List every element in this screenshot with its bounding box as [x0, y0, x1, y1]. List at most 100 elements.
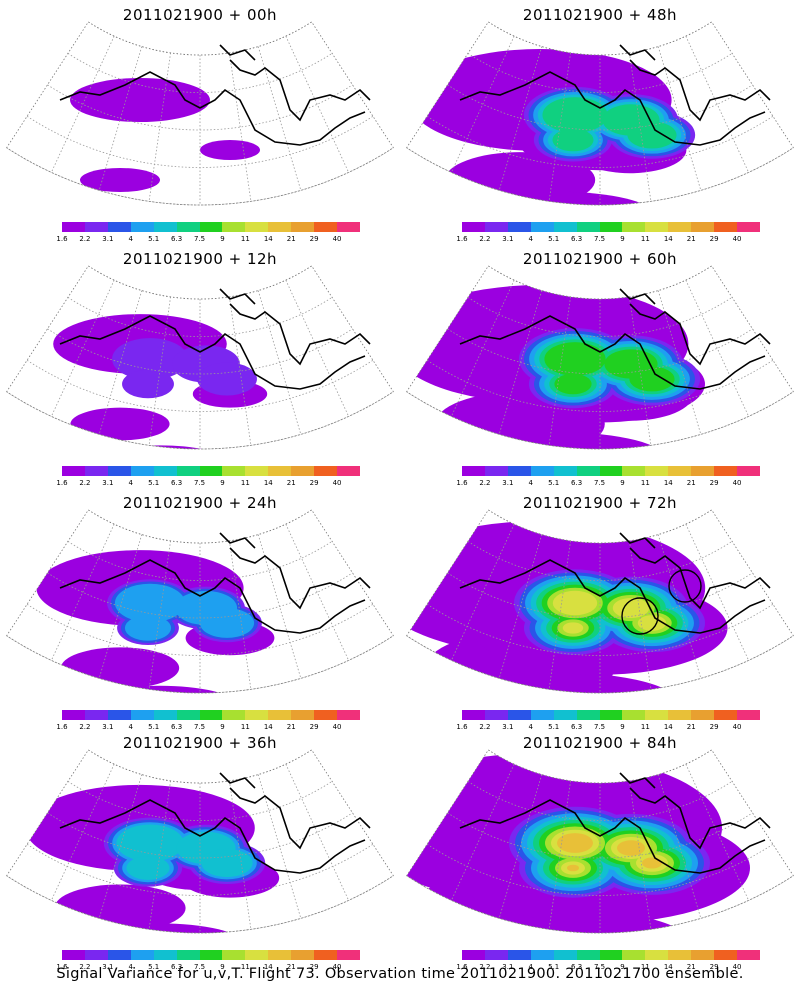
colorbar-tick-label: 7.5 — [193, 723, 206, 731]
colorbar-swatch — [737, 710, 760, 720]
variance-map — [6, 21, 394, 206]
colorbar-labels: 1.6 2.2 3.1 4 5.1 6.3 7.5 9 11 14 21 29 40 — [456, 963, 760, 973]
colorbar-tick-label: 29 — [709, 963, 719, 971]
variance-region — [112, 338, 188, 380]
colorbar-swatch — [314, 466, 338, 476]
map-panel: 2011021900 + 84h 1.6 2.2 3.1 4 5.1 6.3 7.5 9 11 14… — [400, 728, 800, 973]
colorbar-tick-label: 21 — [286, 235, 296, 243]
variance-region — [567, 864, 579, 872]
colorbar-tick-label: 21 — [686, 963, 696, 971]
variance-region — [554, 373, 592, 395]
colorbar-swatch — [291, 950, 315, 960]
colorbar-tick-label: 5.1 — [548, 963, 560, 971]
colorbar-tick-label: 40 — [732, 479, 742, 487]
colorbar-swatch — [314, 222, 338, 232]
coastline — [459, 288, 771, 390]
map-panel: 2011021900 + 48h 1.6 2.2 3.1 4 5.1 6.3 7.5 9 11 14… — [400, 0, 800, 245]
colorbar-tick-label: 7.5 — [593, 723, 606, 731]
colorbar-swatch — [291, 466, 315, 476]
colorbar-swatch — [62, 710, 85, 720]
colorbar — [462, 466, 760, 476]
colorbar-tick-label: 3.1 — [102, 235, 114, 243]
colorbar-swatch — [714, 222, 738, 232]
colorbar-swatch — [691, 222, 715, 232]
colorbar-tick-label: 9 — [220, 963, 225, 971]
variance-region — [126, 856, 170, 880]
colorbar-swatch — [130, 950, 154, 960]
variance-map — [6, 265, 394, 450]
colorbar-tick-label: 7.5 — [593, 235, 606, 243]
colorbar-swatch — [130, 222, 154, 232]
colorbar-tick-label: 5.1 — [548, 479, 560, 487]
colorbar-tick-label: 4 — [128, 963, 133, 971]
colorbar-swatch — [245, 222, 269, 232]
colorbar-tick-label: 7.5 — [193, 235, 206, 243]
variance-map — [406, 265, 794, 450]
coastline — [59, 772, 371, 874]
colorbar-swatch — [107, 950, 131, 960]
colorbar-swatch — [268, 710, 292, 720]
coastline — [59, 532, 371, 634]
colorbar-tick-label: 3.1 — [502, 479, 514, 487]
colorbar-tick-label: 1.6 — [456, 723, 468, 731]
colorbar-swatch — [484, 466, 508, 476]
colorbar-swatch — [714, 710, 738, 720]
colorbar-swatch — [222, 466, 246, 476]
colorbar-tick-label: 6.3 — [571, 723, 583, 731]
colorbar-swatch — [314, 950, 338, 960]
colorbar-swatch — [599, 222, 623, 232]
variance-map — [406, 749, 794, 934]
colorbar-tick-label: 4 — [528, 235, 533, 243]
colorbar-swatch — [691, 710, 715, 720]
colorbar-tick-label: 40 — [732, 723, 742, 731]
colorbar-swatch — [153, 466, 177, 476]
variance-region — [116, 824, 184, 862]
colorbar-swatch — [737, 466, 760, 476]
colorbar-swatch — [714, 466, 738, 476]
colorbar-swatch — [337, 710, 360, 720]
colorbar-swatch — [553, 466, 577, 476]
colorbar — [462, 950, 760, 960]
colorbar-tick-label: 11 — [640, 723, 650, 731]
colorbar — [62, 950, 360, 960]
colorbar-labels: 1.6 2.2 3.1 4 5.1 6.3 7.5 9 11 14 21 29 40 — [456, 479, 760, 489]
colorbar-tick-label: 6.3 — [171, 479, 183, 487]
colorbar-tick-label: 6.3 — [571, 963, 583, 971]
colorbar-labels: 1.6 2.2 3.1 4 5.1 6.3 7.5 9 11 14 21 29 40 — [56, 723, 360, 733]
colorbar-labels: 1.6 2.2 3.1 4 5.1 6.3 7.5 9 11 14 21 29 40 — [456, 235, 760, 245]
coastline — [459, 44, 771, 146]
colorbar-tick-label: 9 — [620, 479, 625, 487]
colorbar-swatch — [576, 222, 600, 232]
colorbar-tick-label: 14 — [263, 235, 273, 243]
colorbar-tick-label: 14 — [263, 723, 273, 731]
colorbar-swatch — [291, 710, 315, 720]
colorbar-tick-label: 6.3 — [171, 235, 183, 243]
colorbar-swatch — [199, 222, 223, 232]
colorbar-swatch — [530, 466, 554, 476]
variance-region — [562, 622, 584, 634]
colorbar-tick-label: 21 — [686, 479, 696, 487]
colorbar-swatch — [530, 710, 554, 720]
variance-region — [629, 366, 675, 392]
colorbar-tick-label: 9 — [220, 723, 225, 731]
colorbar-tick-label: 14 — [663, 963, 673, 971]
colorbar — [62, 710, 360, 720]
colorbar-tick-label: 2.2 — [479, 723, 491, 731]
colorbar-tick-label: 11 — [240, 479, 250, 487]
variance-region — [122, 369, 174, 399]
colorbar-swatch — [714, 950, 738, 960]
panel-title: 2011021900 + 48h — [522, 6, 678, 24]
variance-region — [542, 97, 608, 133]
colorbar-swatch — [462, 466, 485, 476]
map-panel: 2011021900 + 12h 1.6 2.2 3.1 4 5.1 6.3 7.5 9 11 14… — [0, 244, 400, 489]
colorbar-tick-label: 11 — [640, 479, 650, 487]
variance-region — [114, 583, 186, 623]
variance-region — [200, 140, 260, 160]
colorbar-swatch — [553, 222, 577, 232]
variance-region — [201, 848, 253, 878]
colorbar-swatch — [337, 222, 360, 232]
colorbar-swatch — [622, 466, 646, 476]
colorbar-swatch — [530, 950, 554, 960]
colorbar-tick-label: 21 — [686, 235, 696, 243]
colorbar-tick-label: 2.2 — [79, 235, 91, 243]
